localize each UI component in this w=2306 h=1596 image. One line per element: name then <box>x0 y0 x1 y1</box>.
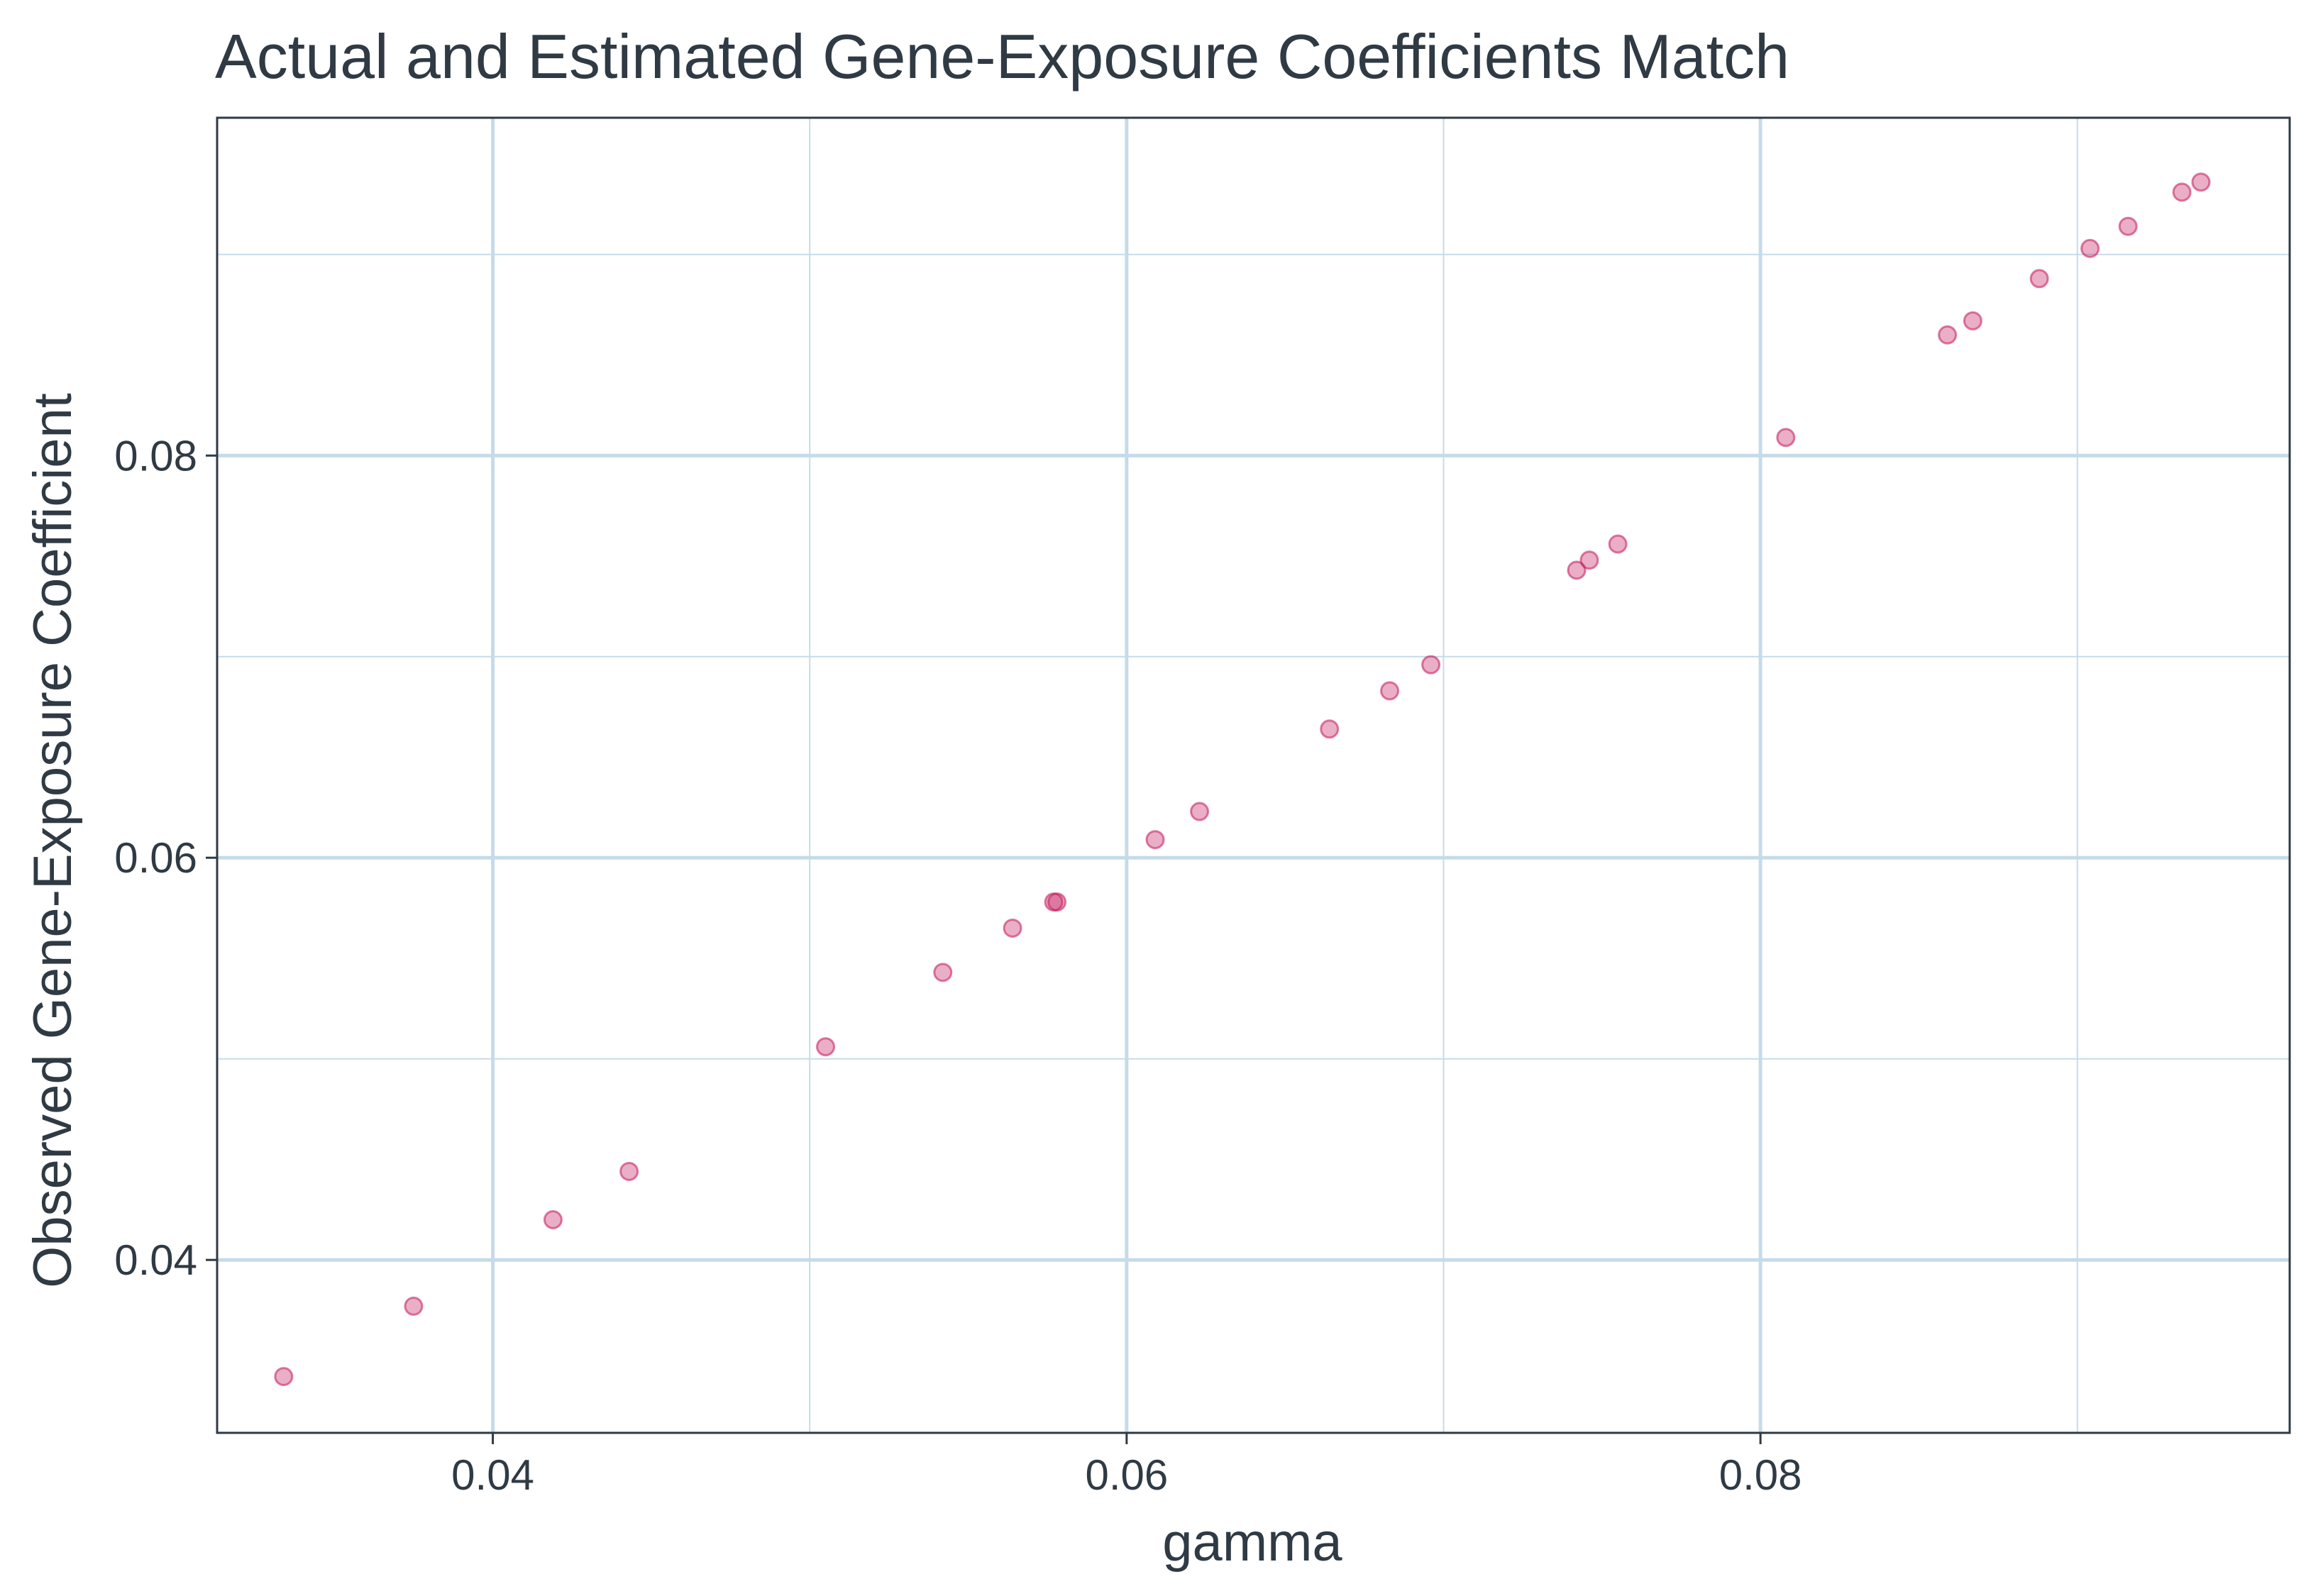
ticks-layer: 0.04 0.06 0.08 0.04 0.06 0.08 <box>114 432 1802 1499</box>
data-point <box>404 1296 424 1316</box>
data-point <box>1963 311 1982 331</box>
data-point <box>1608 534 1628 554</box>
data-point <box>2191 172 2211 192</box>
plot-border <box>216 116 2291 1434</box>
points-layer <box>274 172 2211 1387</box>
data-point <box>619 1161 639 1181</box>
data-point <box>1003 918 1022 938</box>
x-tick-label: 0.08 <box>1719 1451 1802 1499</box>
data-point <box>2118 216 2138 236</box>
data-point <box>816 1037 836 1057</box>
data-point <box>1145 830 1165 850</box>
y-tick-label: 0.06 <box>114 834 197 882</box>
data-point <box>1320 719 1340 739</box>
data-point <box>543 1210 563 1230</box>
data-point <box>1047 892 1067 912</box>
y-axis-title: Observed Gene-Exposure Coefficient <box>23 393 83 1288</box>
data-point <box>1421 655 1441 675</box>
data-point <box>1938 325 1958 345</box>
grid-layer <box>217 118 2290 1433</box>
data-point <box>2172 182 2192 202</box>
y-tick-label: 0.04 <box>114 1236 197 1284</box>
data-point <box>1567 560 1587 580</box>
x-tick-label: 0.06 <box>1085 1451 1168 1499</box>
data-point <box>933 963 953 982</box>
data-point <box>2080 238 2100 258</box>
y-tick-label: 0.08 <box>114 432 197 480</box>
data-point <box>1579 550 1599 570</box>
data-point <box>1190 802 1210 821</box>
data-point <box>1380 681 1400 701</box>
data-point <box>274 1367 294 1387</box>
data-point <box>1776 428 1796 448</box>
data-point <box>2029 269 2049 289</box>
x-axis-title: gamma <box>1162 1512 1342 1573</box>
chart-title: Actual and Estimated Gene-Exposure Coeff… <box>215 21 1789 92</box>
x-tick-label: 0.04 <box>451 1451 534 1499</box>
